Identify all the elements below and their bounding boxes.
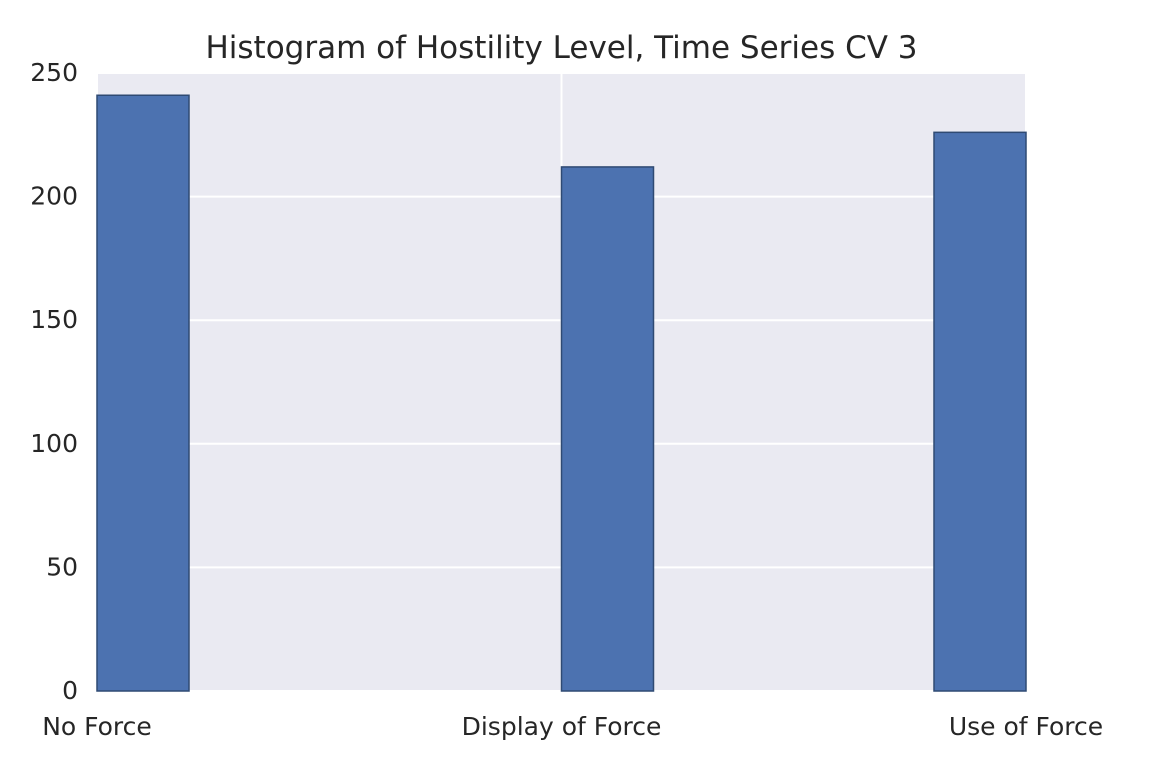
y-tick-label: 150 [30, 305, 78, 334]
x-axis-ticks: No Force Display of Force Use of Force [42, 712, 1103, 741]
chart-title: Histogram of Hostility Level, Time Serie… [205, 30, 917, 66]
x-tick-label: Display of Force [462, 712, 662, 741]
bars [96, 94, 1027, 692]
bar-display-of-force [560, 166, 655, 692]
y-tick-label: 100 [30, 429, 78, 458]
x-tick-label: Use of Force [949, 712, 1103, 741]
y-axis-ticks: 0 50 100 150 200 250 [30, 58, 78, 705]
y-tick-label: 200 [30, 182, 78, 211]
y-tick-label: 0 [62, 676, 78, 705]
y-tick-label: 250 [30, 58, 78, 87]
y-tick-label: 50 [46, 552, 78, 581]
bar-no-force [96, 94, 190, 692]
bar-use-of-force [933, 131, 1027, 692]
x-tick-label: No Force [42, 712, 152, 741]
